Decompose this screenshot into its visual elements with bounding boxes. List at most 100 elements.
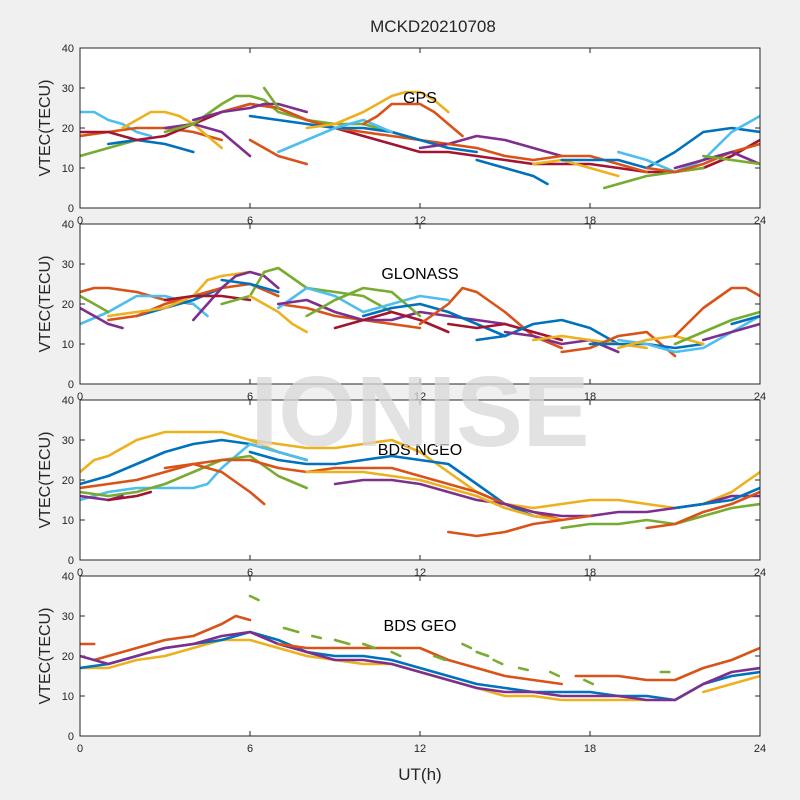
series-line-2	[80, 294, 209, 326]
y-tick-label: 10	[62, 163, 74, 175]
series-line-14	[277, 286, 450, 314]
y-tick-label: 0	[68, 379, 74, 391]
series-line-17	[673, 486, 760, 510]
series-line-10	[220, 266, 393, 314]
series-line-14	[447, 514, 592, 538]
series-line-29	[673, 286, 760, 338]
series-line-18	[492, 658, 504, 666]
series-line-16	[461, 642, 473, 650]
series-line-16	[645, 490, 760, 530]
panel-label: BDS GEO	[384, 618, 457, 635]
y-tick-label: 20	[62, 651, 74, 663]
series-line-21	[475, 318, 620, 346]
series-group	[80, 86, 760, 190]
y-tick-label: 10	[62, 515, 74, 527]
y-tick-label: 0	[68, 731, 74, 743]
series-line-5	[80, 630, 760, 702]
plot-area	[80, 576, 760, 736]
series-line-3	[80, 442, 308, 502]
series-line-13	[305, 470, 563, 522]
series-line-20	[532, 158, 620, 178]
series-line-10	[282, 626, 300, 634]
series-line-13	[262, 86, 280, 110]
series-line-20	[447, 322, 563, 342]
series-line-15	[432, 654, 447, 662]
y-tick-label: 30	[62, 435, 74, 447]
series-line-3	[80, 638, 648, 702]
series-line-19	[447, 142, 648, 174]
series-line-30	[702, 322, 760, 342]
x-tick-label: 18	[584, 743, 596, 755]
x-tick-label: 0	[77, 215, 83, 227]
y-tick-label: 30	[62, 259, 74, 271]
series-line-16	[362, 102, 464, 138]
series-line-11	[220, 278, 280, 294]
series-line-5	[135, 286, 223, 318]
x-tick-label: 0	[77, 391, 83, 403]
axes-box	[79, 47, 761, 209]
series-line-1	[80, 430, 308, 474]
x-tick-label: 6	[247, 743, 253, 755]
series-line-13	[277, 302, 422, 330]
x-tick-label: 0	[77, 567, 83, 579]
x-tick-label: 12	[414, 743, 426, 755]
y-tick-label: 20	[62, 123, 74, 135]
series-group	[80, 266, 760, 358]
panel-4: 0 6 12 18 24 0 10 20 30 40 BDS GEO VTEC(TECU)	[37, 571, 766, 755]
y-tick-label: 10	[62, 339, 74, 351]
y-axis-label: VTEC(TECU)	[37, 256, 54, 353]
series-line-31	[730, 314, 760, 326]
series-line-9	[248, 594, 260, 602]
plot-area	[80, 48, 760, 208]
watermark: IONISE	[251, 356, 590, 468]
series-line-17	[418, 134, 563, 158]
axes-box	[79, 575, 761, 737]
series-line-21	[583, 678, 595, 686]
series-line-27	[617, 334, 705, 350]
series-line-7	[574, 646, 760, 682]
series-line-24	[645, 142, 760, 174]
series-line-25	[673, 150, 760, 170]
series-line-20	[549, 670, 561, 678]
series-line-1	[80, 286, 195, 306]
series-line-23	[617, 114, 760, 174]
y-axis-label: VTEC(TECU)	[37, 608, 54, 705]
x-tick-label: 6	[247, 567, 253, 579]
axes-box	[79, 399, 761, 561]
series-line-4	[80, 454, 308, 498]
series-line-9	[163, 294, 252, 302]
series-line-26	[702, 154, 760, 166]
panel-label: BDS NGEO	[378, 442, 462, 459]
series-line-15	[305, 90, 450, 130]
series-line-11	[192, 102, 308, 122]
series-line-18	[475, 158, 549, 186]
series-line-13	[362, 642, 376, 650]
series-group	[80, 430, 760, 538]
series-line-16	[305, 286, 422, 318]
series-line-15	[560, 502, 760, 530]
series-group	[80, 594, 760, 702]
series-line-8	[163, 458, 280, 470]
y-axis-label: VTEC(TECU)	[37, 80, 54, 177]
series-line-17	[475, 650, 490, 658]
y-tick-label: 40	[62, 395, 74, 407]
y-tick-label: 30	[62, 83, 74, 95]
y-tick-label: 0	[68, 203, 74, 215]
series-line-7	[107, 490, 153, 502]
x-axis-label: UT(h)	[398, 765, 441, 784]
series-line-3	[80, 138, 138, 158]
y-tick-label: 40	[62, 43, 74, 55]
figure-title: MCKD20210708	[370, 17, 496, 36]
x-tick-label: 24	[754, 743, 766, 755]
series-line-8	[192, 270, 280, 322]
series-line-28	[673, 310, 760, 346]
series-line-2	[92, 614, 252, 662]
series-line-19	[517, 666, 529, 672]
y-tick-label: 30	[62, 611, 74, 623]
x-tick-label: 6	[247, 215, 253, 227]
